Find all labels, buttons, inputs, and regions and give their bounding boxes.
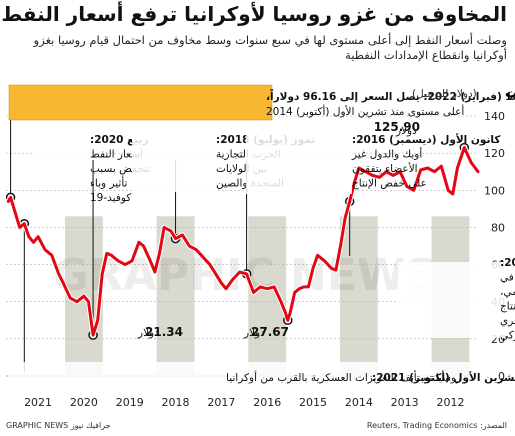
series-line-brent <box>6 146 480 337</box>
x-tick-label: 2021 <box>24 396 52 409</box>
x-tick-label: 2014 <box>345 396 373 409</box>
y-tick-labels: 020406080100120140 <box>484 110 505 383</box>
y-tick-label: 100 <box>484 184 505 197</box>
callout-line-2: أعلى مستوى منذ تشرين الأول (أكتوبر) 2014 <box>266 104 464 118</box>
annotation-line: 2014: <box>500 257 515 269</box>
callout-box <box>8 84 273 121</box>
data-label-unit: دولار <box>137 327 159 339</box>
annotation-line: وازدهار إنتاج <box>500 301 515 313</box>
data-label-unit: دولار <box>243 327 265 339</box>
annotation-line: الأعضاء يتفقون <box>352 162 418 175</box>
annotation-line: كانون الأول (ديسمبر) 2016: <box>352 133 501 146</box>
annotation-bg <box>246 132 352 194</box>
annotation-bg <box>132 132 218 192</box>
series-layer <box>6 145 481 338</box>
x-tick-label: 2018 <box>162 396 190 409</box>
footer-source: المصدر: Reuters, Trading Economics <box>366 421 507 430</box>
annotation-bg <box>8 362 488 390</box>
data-label-unit: دولار <box>395 125 417 137</box>
y-tick-label: 80 <box>491 221 505 234</box>
data-label-value: 21.34 <box>145 325 183 339</box>
annotation-line: النفط الصخري <box>500 315 515 327</box>
annotation-line: على خفض الإنتاج <box>352 178 427 190</box>
page-subtitle: وصلت أسعار النفط إلى أعلى مستوى لها في س… <box>33 33 507 62</box>
x-tick-label: 2015 <box>299 396 327 409</box>
y-tick-label: 0 <box>498 370 505 383</box>
x-tick-label: 2012 <box>437 396 465 409</box>
x-tick-label: 2019 <box>116 396 144 409</box>
x-tick-label: 2017 <box>207 396 235 409</box>
annotation-line: أوبك والدول غير <box>351 147 422 161</box>
page-title: المخاوف من غزو روسيا لأوكرانيا ترفع أسعا… <box>1 2 507 26</box>
annotation-bg <box>32 132 92 190</box>
annotation-line: روسيا تستأنف التعزيزات العسكرية بالقرب م… <box>226 370 461 384</box>
callout-line-1: 14 شباط (فبراير) 2022: يصل السعر إلى 96.… <box>266 89 515 103</box>
annotation-line: الأميركي <box>500 329 515 342</box>
annotation-line: تشرين الأول (أكتوبر) 2021: <box>372 370 515 384</box>
y-tick-label: 120 <box>484 147 505 160</box>
annotation-line: كوفيد-19 <box>90 192 131 204</box>
annotation-bg <box>398 262 506 338</box>
chart-title: سعر خام برنت <box>505 85 515 101</box>
x-tick-labels: 2012 2013 2014 2015 2016 2017 2018 2019 2020 2021 <box>24 396 464 409</box>
y-axis-label: (دولار للبرميل) <box>412 88 477 100</box>
x-tick-label: 2013 <box>391 396 419 409</box>
year-band <box>339 216 378 376</box>
annotation-line: الصعيد العالمي، <box>500 286 515 298</box>
y-tick-label: 140 <box>484 110 505 123</box>
data-label-value: 27.67 <box>251 325 289 339</box>
footer-credit: GRAPHIC NEWS جرافيك نيوز <box>6 421 111 430</box>
annotation-line: تأثير وباء <box>90 176 128 190</box>
x-tick-label: 2020 <box>70 396 98 409</box>
data-label-value: 125.90 <box>374 120 420 134</box>
x-tick-label: 2016 <box>253 396 281 409</box>
annotation-line: تباطؤ مالي في <box>500 272 515 284</box>
annotation-line: أسعار النفط <box>90 147 143 161</box>
